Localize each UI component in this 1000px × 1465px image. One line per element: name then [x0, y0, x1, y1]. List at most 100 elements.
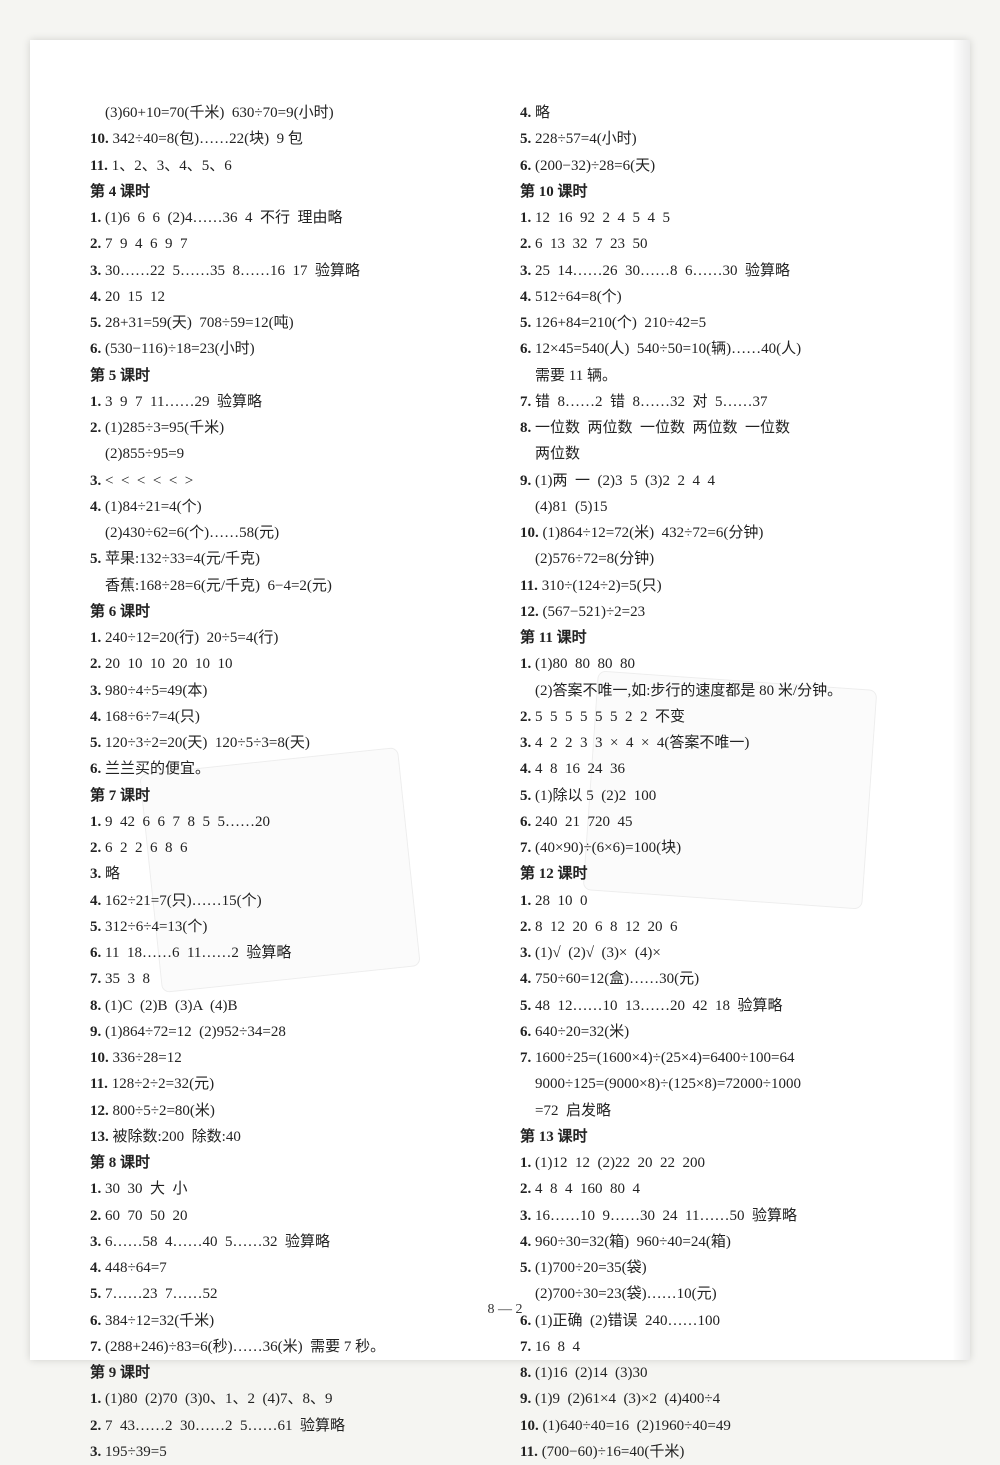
item-content: 48 12……10 13……20 42 18 验算略 — [535, 998, 783, 1014]
answer-line: 6. 12×45=540(人) 540÷50=10(辆)……40(人) — [520, 336, 920, 362]
answer-line: 第 11 课时 — [520, 625, 920, 651]
answer-line: 5. 312÷6÷4=13(个) — [90, 914, 490, 940]
answer-line: 5. 228÷57=4(小时) — [520, 126, 920, 152]
item-content: 195÷39=5 — [105, 1444, 167, 1460]
item-content: 342÷40=8(包)……22(块) 9 包 — [113, 131, 303, 147]
item-content: (1)700÷20=35(袋) — [535, 1260, 647, 1276]
answer-line: 2. 20 10 10 20 10 10 — [90, 651, 490, 677]
item-content: 35 3 8 — [105, 971, 150, 987]
answer-line: 1. 28 10 0 — [520, 888, 920, 914]
item-content: 4 8 4 160 80 4 — [535, 1181, 640, 1197]
item-content: 12 16 92 2 4 5 4 5 — [535, 210, 670, 226]
item-content: (288+246)÷83=6(秒)……36(米) 需要 7 秒。 — [105, 1339, 385, 1355]
item-content: 16 8 4 — [535, 1339, 580, 1355]
item-number: 6. — [520, 1024, 535, 1040]
item-number: 3. — [90, 1234, 105, 1250]
item-content: (200−32)÷28=6(天) — [535, 158, 655, 174]
answer-line: (4)81 (5)15 — [520, 494, 920, 520]
answer-line: 11. 310÷(124÷2)=5(只) — [520, 573, 920, 599]
item-number: 1. — [520, 210, 535, 226]
item-content: 12×45=540(人) 540÷50=10(辆)……40(人) — [535, 341, 801, 357]
item-content: 4 2 2 3 3 × 4 × 4(答案不唯一) — [535, 735, 749, 751]
item-content: (567−521)÷2=23 — [543, 604, 646, 620]
item-number: 6. — [90, 761, 105, 777]
item-number: 10. — [90, 131, 113, 147]
item-content: 6 2 2 6 8 6 — [105, 840, 188, 856]
answer-line: 6. (200−32)÷28=6(天) — [520, 153, 920, 179]
answer-line: 3. < < < < < > — [90, 468, 490, 494]
item-number: 6. — [90, 1313, 105, 1329]
item-content: 7 9 4 6 9 7 — [105, 236, 188, 252]
answer-line: 4. 168÷6÷7=4(只) — [90, 704, 490, 730]
item-content: 384÷12=32(千米) — [105, 1313, 214, 1329]
answer-line: 2. 6 2 2 6 8 6 — [90, 835, 490, 861]
answer-line: (2)576÷72=8(分钟) — [520, 546, 920, 572]
item-number: 1. — [520, 1155, 535, 1171]
answer-line: 11. 1、2、3、4、5、6 — [90, 153, 490, 179]
answer-line: 4. 略 — [520, 100, 920, 126]
item-content: (1)12 12 (2)22 20 22 200 — [535, 1155, 705, 1171]
answer-line: 4. (1)84÷21=4(个) — [90, 494, 490, 520]
item-number: 6. — [90, 945, 105, 961]
item-number: 2. — [90, 840, 105, 856]
item-number: 7. — [90, 1339, 105, 1355]
answer-line: 需要 11 辆。 — [520, 363, 920, 389]
answer-line: 6. (1)正确 (2)错误 240……100 — [520, 1308, 920, 1334]
item-number: 5. — [90, 919, 105, 935]
answer-line: 8. (1)C (2)B (3)A (4)B — [90, 993, 490, 1019]
item-content: (1)285÷3=95(千米) — [105, 420, 224, 436]
item-number: 4. — [90, 1260, 105, 1276]
item-number: 10. — [90, 1050, 113, 1066]
item-content: 8 12 20 6 8 12 20 6 — [535, 919, 678, 935]
answer-line: (3)60+10=70(千米) 630÷70=9(小时) — [90, 100, 490, 126]
item-number: 7. — [90, 971, 105, 987]
answer-line: 4. 20 15 12 — [90, 284, 490, 310]
answer-line: 10. (1)640÷40=16 (2)1960÷40=49 — [520, 1413, 920, 1439]
item-content: 60 70 50 20 — [105, 1208, 188, 1224]
answer-line: 第 10 课时 — [520, 179, 920, 205]
item-content: 312÷6÷4=13(个) — [105, 919, 207, 935]
item-number: 2. — [520, 236, 535, 252]
item-number: 5. — [520, 998, 535, 1014]
answer-line: 6. 240 21 720 45 — [520, 809, 920, 835]
item-number: 1. — [520, 656, 535, 672]
item-content: 7 43……2 30……2 5……61 验算略 — [105, 1418, 345, 1434]
item-content: 20 10 10 20 10 10 — [105, 656, 233, 672]
answer-line: 第 13 课时 — [520, 1124, 920, 1150]
item-content: 3 9 7 11……29 验算略 — [105, 394, 262, 410]
item-number: 4. — [520, 1234, 535, 1250]
answer-line: 10. (1)864÷12=72(米) 432÷72=6(分钟) — [520, 520, 920, 546]
answer-line: 6. 640÷20=32(米) — [520, 1019, 920, 1045]
item-content: 28 10 0 — [535, 893, 588, 909]
answer-line: 两位数 — [520, 441, 920, 467]
item-content: 7……23 7……52 — [105, 1286, 218, 1302]
item-content: (1)C (2)B (3)A (4)B — [105, 998, 237, 1014]
item-number: 11. — [90, 1076, 112, 1092]
item-content: (1)84÷21=4(个) — [105, 499, 202, 515]
item-content: 20 15 12 — [105, 289, 165, 305]
answer-line: 10. 336÷28=12 — [90, 1045, 490, 1071]
answer-line: 第 6 课时 — [90, 599, 490, 625]
item-number: 10. — [520, 1418, 543, 1434]
item-content: (700−60)÷16=40(千米) — [542, 1444, 685, 1460]
item-number: 3. — [90, 263, 105, 279]
item-number: 6. — [520, 158, 535, 174]
answer-line: 4. 448÷64=7 — [90, 1255, 490, 1281]
answer-line: 2. 8 12 20 6 8 12 20 6 — [520, 914, 920, 940]
answer-line: 13. 被除数:200 除数:40 — [90, 1124, 490, 1150]
item-number: 10. — [520, 525, 543, 541]
item-number: 3. — [90, 683, 105, 699]
item-content: 162÷21=7(只)……15(个) — [105, 893, 262, 909]
answer-line: 2. (1)285÷3=95(千米) — [90, 415, 490, 441]
answer-line: 7. 16 8 4 — [520, 1334, 920, 1360]
item-content: 5 5 5 5 5 5 2 2 不变 — [535, 709, 685, 725]
item-number: 4. — [520, 105, 535, 121]
item-content: 448÷64=7 — [105, 1260, 167, 1276]
item-content: 228÷57=4(小时) — [535, 131, 637, 147]
item-content: 被除数:200 除数:40 — [113, 1129, 241, 1145]
answer-line: 5. 126+84=210(个) 210÷42=5 — [520, 310, 920, 336]
item-number: 2. — [90, 236, 105, 252]
item-number: 2. — [90, 1418, 105, 1434]
item-number: 11. — [520, 578, 542, 594]
answer-line: 3. 略 — [90, 861, 490, 887]
